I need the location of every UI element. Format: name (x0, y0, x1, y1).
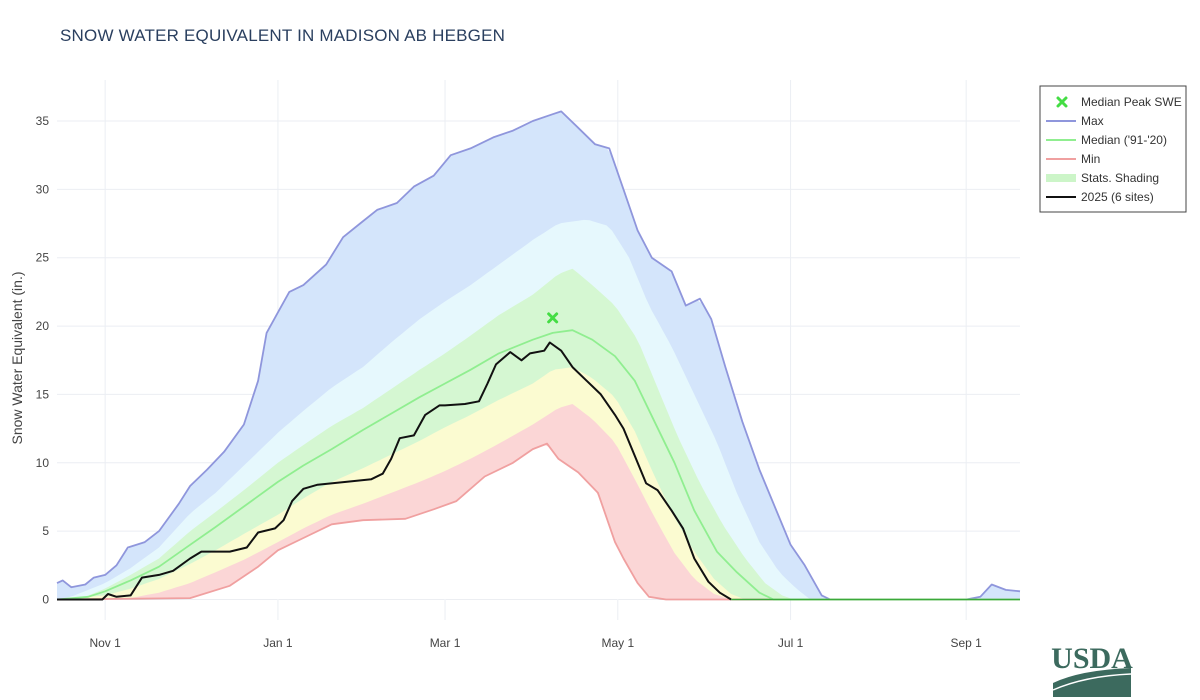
median-line (56, 329, 1020, 601)
legend-label: Median ('91-'20) (1081, 133, 1167, 147)
y-tick-label: 10 (36, 456, 50, 470)
y-tick-label: 15 (36, 387, 50, 401)
legend-label: 2025 (6 sites) (1081, 190, 1154, 204)
x-tick-label: Jul 1 (778, 636, 804, 650)
x-tick-label: Nov 1 (89, 636, 121, 650)
y-tick-label: 25 (36, 251, 50, 265)
median-peak-marker (547, 312, 559, 324)
legend-box (1039, 85, 1187, 213)
median-peak-marker-layer (547, 312, 559, 324)
y-tick-label: 20 (36, 319, 50, 333)
max-line (56, 110, 1021, 601)
stats-shading-bands (57, 111, 1020, 600)
legend-label: Min (1081, 152, 1100, 166)
legend-band-swatch (1046, 174, 1076, 182)
legend-item[interactable]: Min (1046, 152, 1100, 166)
x-tick-label: Sep 1 (951, 636, 983, 650)
legend-marker-icon (1056, 96, 1068, 108)
legend-label: Median Peak SWE (1081, 95, 1182, 109)
legend-item[interactable]: Max (1046, 114, 1104, 128)
min-line (56, 442, 1020, 601)
legend-item[interactable]: Stats. Shading (1046, 171, 1159, 185)
current-year-line (57, 341, 732, 601)
y-tick-label: 5 (42, 524, 49, 538)
legend-item[interactable]: 2025 (6 sites) (1046, 190, 1154, 204)
x-tick-label: Mar 1 (430, 636, 461, 650)
legend-label: Max (1081, 114, 1104, 128)
y-axis-ticks: 0 5 10 15 20 25 30 35 (36, 114, 50, 606)
x-axis-ticks: Nov 1 Jan 1 Mar 1 May 1 Jul 1 Sep 1 (89, 636, 982, 650)
y-tick-label: 0 (42, 592, 49, 606)
series-lines (56, 110, 1021, 601)
usda-logo: USDA (1051, 642, 1133, 697)
legend-item[interactable]: Median Peak SWE (1056, 95, 1182, 109)
median-peak-x (547, 312, 559, 324)
legend[interactable]: Median Peak SWE Max Median ('91-'20) Min Sta… (1039, 85, 1187, 213)
legend-label: Stats. Shading (1081, 171, 1159, 185)
chart-title: SNOW WATER EQUIVALENT IN MADISON AB HEBG… (60, 26, 506, 45)
y-axis-label: Snow Water Equivalent (in.) (9, 272, 25, 445)
y-tick-label: 35 (36, 114, 50, 128)
band-below-min (57, 444, 1020, 600)
legend-item[interactable]: Median ('91-'20) (1046, 133, 1167, 147)
x-tick-label: Jan 1 (263, 636, 293, 650)
y-tick-label: 30 (36, 182, 50, 196)
usda-logo-field-line (1052, 673, 1132, 691)
x-tick-label: May 1 (601, 636, 634, 650)
